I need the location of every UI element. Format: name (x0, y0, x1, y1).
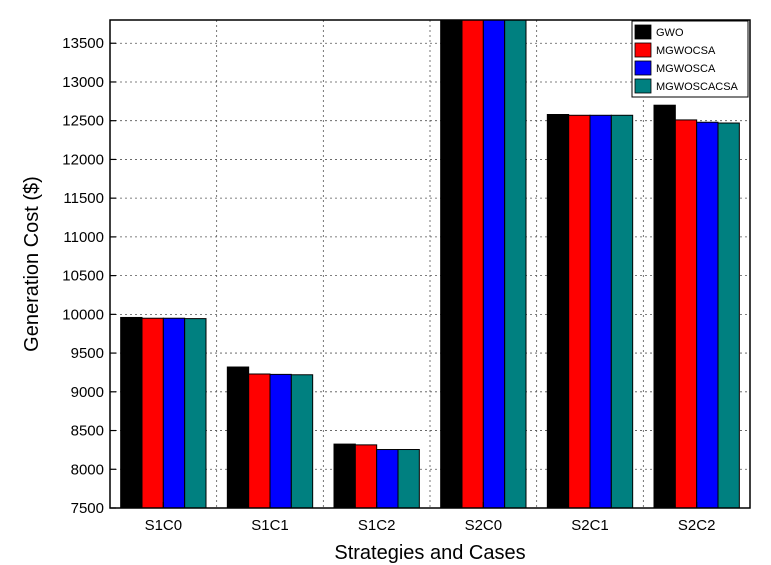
bar-gwo-s2c0 (440, 19, 463, 509)
bar-mgwosca-s1c2 (376, 449, 399, 509)
bar-mgwoscacsa-s2c1 (610, 114, 634, 509)
legend: GWO MGWOCSA MGWOSCA MGWOSCACSA (631, 20, 749, 98)
bar-mgwocsa-s2c1 (568, 114, 591, 509)
y-axis-title: Generation Cost ($) (21, 176, 43, 352)
bar-mgwocsa-s1c2 (354, 444, 378, 509)
legend-swatch (634, 24, 652, 40)
bar-gwo-s2c1 (546, 114, 570, 509)
bar-mgwocsa-s1c0 (141, 317, 164, 509)
y-tick-label: 13500 (62, 35, 104, 52)
x-tick-label: S1C0 (145, 517, 183, 534)
bar-mgwoscacsa-s2c2 (717, 122, 740, 509)
plot-frame (109, 19, 751, 509)
x-tick-label: S2C2 (678, 517, 716, 534)
x-axis: S1C0 S1C1 S1C2 S2C0 S2C1 S2C2 (145, 502, 716, 534)
legend-label: GWO (656, 27, 684, 39)
y-tick-label: 11500 (63, 190, 104, 207)
bar-mgwocsa-s2c2 (674, 119, 698, 509)
x-tick-label: S2C1 (571, 517, 609, 534)
bar-mgwoscacsa-s1c2 (397, 449, 420, 509)
grid-lines (110, 20, 750, 508)
bar-gwo-s2c2 (653, 104, 676, 509)
x-tick-label: S2C0 (465, 517, 503, 534)
y-tick-label: 12500 (62, 113, 104, 130)
legend-swatch (634, 78, 652, 94)
legend-label: MGWOSCACSA (656, 81, 739, 93)
y-tick-label: 8000 (71, 461, 104, 478)
y-axis: 7500 8000 8500 9000 9500 10000 10500 11000 11500… (62, 35, 116, 517)
y-tick-label: 12000 (62, 151, 104, 168)
bar-mgwosca-s2c0 (482, 19, 506, 509)
x-tick-label: S1C2 (358, 517, 396, 534)
bar-mgwosca-s1c1 (269, 373, 292, 509)
bar-mgwoscacsa-s1c0 (184, 318, 207, 509)
bar-gwo-s1c2 (333, 443, 356, 509)
bars (120, 19, 740, 509)
x-axis-title: Strategies and Cases (334, 542, 525, 564)
x-tick-label: S1C1 (251, 517, 289, 534)
legend-label: MGWOCSA (656, 45, 716, 57)
bar-mgwoscacsa-s1c1 (290, 374, 314, 509)
y-tick-label: 9500 (71, 345, 104, 362)
y-tick-label: 8500 (71, 423, 104, 440)
bar-mgwosca-s2c1 (589, 114, 612, 509)
y-tick-label: 10500 (62, 268, 104, 285)
legend-swatch (634, 60, 652, 76)
legend-label: MGWOSCA (656, 63, 716, 75)
bar-gwo-s1c1 (226, 366, 250, 509)
y-tick-label: 7500 (71, 500, 104, 517)
bar-mgwocsa-s2c0 (461, 19, 484, 509)
bar-gwo-s1c0 (120, 316, 143, 509)
y-tick-label: 10000 (62, 306, 104, 323)
y-tick-label: 9000 (71, 384, 104, 401)
bar-mgwosca-s2c2 (696, 121, 719, 509)
y-tick-label: 13000 (62, 74, 104, 91)
legend-swatch (634, 42, 652, 58)
bar-mgwoscacsa-s2c0 (504, 19, 527, 509)
bar-mgwosca-s1c0 (162, 317, 186, 509)
bar-mgwocsa-s1c1 (248, 373, 271, 509)
y-tick-label: 11000 (63, 229, 104, 246)
